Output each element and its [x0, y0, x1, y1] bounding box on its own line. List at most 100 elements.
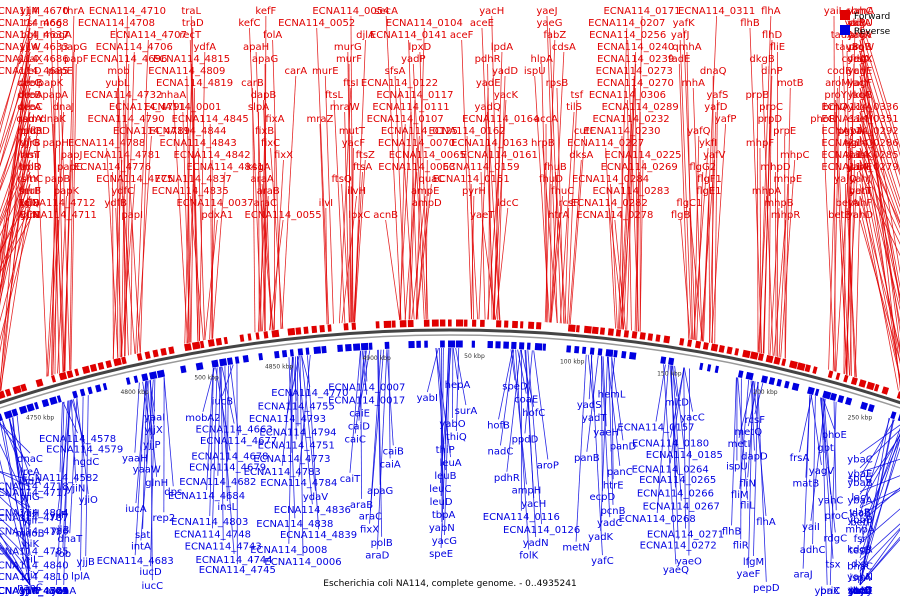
- forward-gene-label: papB: [45, 174, 71, 185]
- forward-gene-label: yafQ: [687, 126, 711, 137]
- forward-gene-label: ECNA114_0283: [592, 186, 669, 197]
- forward-gene-label: yagW: [846, 42, 874, 53]
- reverse-gene-label: ECNA114_0116: [483, 512, 560, 523]
- gene-link-line: [512, 349, 527, 485]
- gene-link-line: [487, 159, 500, 320]
- forward-gene-block: [89, 363, 98, 373]
- gene-link-line: [55, 400, 69, 586]
- gene-link-line: [0, 75, 31, 279]
- reverse-gene-block: [761, 375, 769, 384]
- reverse-gene-label: yjiB: [51, 525, 69, 536]
- gene-link-line: [54, 207, 58, 375]
- gene-link-line: [683, 367, 686, 529]
- gene-link-line: [0, 533, 31, 586]
- forward-gene-label: yafK: [673, 18, 696, 29]
- forward-gene-block: [742, 349, 751, 359]
- kbp-tick-label: 200 kbp: [753, 389, 778, 396]
- forward-gene-label: betA: [836, 198, 859, 209]
- reverse-gene-label: ECNA114_4770: [271, 388, 348, 399]
- reverse-gene-label: yjiN: [66, 484, 85, 495]
- forward-gene-label: dnaJ: [53, 102, 75, 113]
- forward-gene-block: [765, 354, 774, 364]
- gene-link-line: [206, 367, 214, 491]
- forward-gene-label: quaC: [418, 174, 444, 185]
- reverse-gene-label: yadC: [597, 518, 622, 529]
- gene-link-line: [270, 147, 284, 329]
- gene-link-line: [600, 356, 608, 531]
- forward-gene-label: mog: [40, 18, 62, 29]
- gene-link-line: [525, 350, 537, 538]
- forward-gene-block: [873, 383, 880, 392]
- forward-gene-label: ECNA114_4835: [152, 186, 229, 197]
- forward-gene-label: araC: [254, 198, 277, 209]
- gene-link-line: [846, 207, 857, 378]
- forward-gene-label: yagX: [847, 54, 872, 65]
- gene-link-line: [768, 111, 772, 355]
- gene-link-line: [478, 87, 489, 320]
- forward-gene-label: rsmC: [17, 174, 43, 185]
- gene-link-line: [394, 75, 406, 320]
- gene-link-line: [8, 418, 31, 476]
- gene-link-line: [0, 171, 31, 303]
- reverse-gene-block: [313, 346, 322, 355]
- forward-gene-label: mhpA: [752, 186, 781, 197]
- gene-link-line: [46, 183, 58, 377]
- reverse-gene-block: [87, 386, 93, 395]
- gene-link-line: [0, 219, 31, 342]
- gene-link-line: [52, 111, 64, 375]
- forward-gene-block: [796, 362, 806, 371]
- reverse-gene-block: [234, 356, 240, 364]
- forward-gene-label: papF: [64, 54, 89, 65]
- gene-link-line: [833, 401, 837, 511]
- reverse-gene-label: yjiO: [79, 495, 98, 506]
- reverse-gene-block: [845, 397, 853, 406]
- forward-gene-label: yadD: [492, 66, 518, 77]
- reverse-gene-block: [149, 371, 158, 380]
- forward-gene-block: [74, 368, 80, 377]
- reverse-gene-label: panC: [607, 467, 633, 478]
- reverse-gene-label: ECNA114_4717: [0, 488, 69, 499]
- forward-gene-label: nadR: [17, 126, 43, 137]
- forward-gene-label: prfC: [20, 126, 41, 137]
- backbone-inner-line: [0, 334, 900, 409]
- forward-gene-label: pyrH: [462, 186, 486, 197]
- forward-gene-label: ECNA114_4837: [155, 174, 232, 185]
- forward-gene-label: mhpC: [780, 150, 809, 161]
- forward-gene-label: papH: [43, 138, 69, 149]
- gene-link-line: [146, 380, 149, 464]
- gene-link-line: [859, 99, 900, 216]
- gene-link-line: [136, 135, 152, 354]
- forward-gene-label: lacA: [849, 90, 870, 101]
- forward-gene-label: murG: [334, 42, 362, 53]
- forward-gene-label: ampD: [412, 198, 442, 209]
- reverse-gene-label: ybbB: [847, 515, 873, 526]
- reverse-gene-block: [605, 349, 614, 357]
- genome-backbone-ring: [0, 328, 900, 409]
- forward-gene-label: yajQ: [834, 174, 857, 185]
- gene-link-line: [859, 123, 900, 299]
- gene-link-line: [354, 219, 360, 323]
- forward-gene-label: mhpD: [760, 162, 790, 173]
- reverse-gene-label: araC: [359, 512, 382, 523]
- forward-gene-label: ECNA114_0282: [571, 198, 648, 209]
- forward-gene-label: ECNA114_4843: [160, 138, 237, 149]
- reverse-gene-label: yjiK: [21, 539, 39, 550]
- reverse-gene-label: ECNA114_4836: [274, 505, 351, 516]
- kbp-tick-label: 4850 kbp: [265, 363, 293, 370]
- forward-gene-label: ECNA114_0122: [361, 78, 438, 89]
- gene-link-line: [134, 381, 146, 556]
- forward-gene-block: [66, 370, 74, 379]
- gene-link-line: [0, 548, 31, 586]
- reverse-gene-label: caiE: [349, 408, 370, 419]
- reverse-gene-label: caiB: [383, 446, 404, 457]
- gene-link-line: [12, 417, 31, 586]
- forward-gene-label: yajA: [847, 162, 869, 173]
- forward-gene-label: yahO: [847, 138, 873, 149]
- forward-gene-label: yaaX: [17, 54, 42, 65]
- reverse-gene-label: ECNA114_0265: [639, 475, 716, 486]
- gene-link-line: [498, 349, 514, 420]
- forward-gene-label: ECNA114_0054: [312, 6, 389, 17]
- gene-link-line: [56, 39, 65, 372]
- gene-link-line: [859, 523, 900, 561]
- reverse-gene-label: priC: [820, 586, 840, 597]
